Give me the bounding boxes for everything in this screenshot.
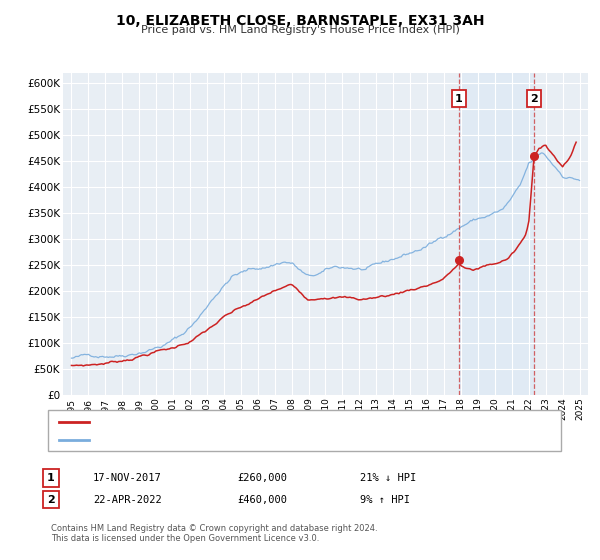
Text: £260,000: £260,000 — [237, 473, 287, 483]
Bar — [459, 73, 534, 395]
Text: 2: 2 — [47, 494, 55, 505]
Text: HPI: Average price, detached house, North Devon: HPI: Average price, detached house, Nort… — [95, 435, 338, 445]
Text: 10, ELIZABETH CLOSE, BARNSTAPLE, EX31 3AH (detached house): 10, ELIZABETH CLOSE, BARNSTAPLE, EX31 3A… — [95, 417, 415, 427]
Text: 2: 2 — [530, 94, 538, 104]
Text: 1: 1 — [47, 473, 55, 483]
Text: 10, ELIZABETH CLOSE, BARNSTAPLE, EX31 3AH: 10, ELIZABETH CLOSE, BARNSTAPLE, EX31 3A… — [116, 14, 484, 28]
Text: 9% ↑ HPI: 9% ↑ HPI — [360, 494, 410, 505]
Text: 1: 1 — [455, 94, 463, 104]
Text: Contains HM Land Registry data © Crown copyright and database right 2024.
This d: Contains HM Land Registry data © Crown c… — [51, 524, 377, 543]
Text: 22-APR-2022: 22-APR-2022 — [93, 494, 162, 505]
Text: £460,000: £460,000 — [237, 494, 287, 505]
Text: 17-NOV-2017: 17-NOV-2017 — [93, 473, 162, 483]
Text: 21% ↓ HPI: 21% ↓ HPI — [360, 473, 416, 483]
Text: Price paid vs. HM Land Registry's House Price Index (HPI): Price paid vs. HM Land Registry's House … — [140, 25, 460, 35]
